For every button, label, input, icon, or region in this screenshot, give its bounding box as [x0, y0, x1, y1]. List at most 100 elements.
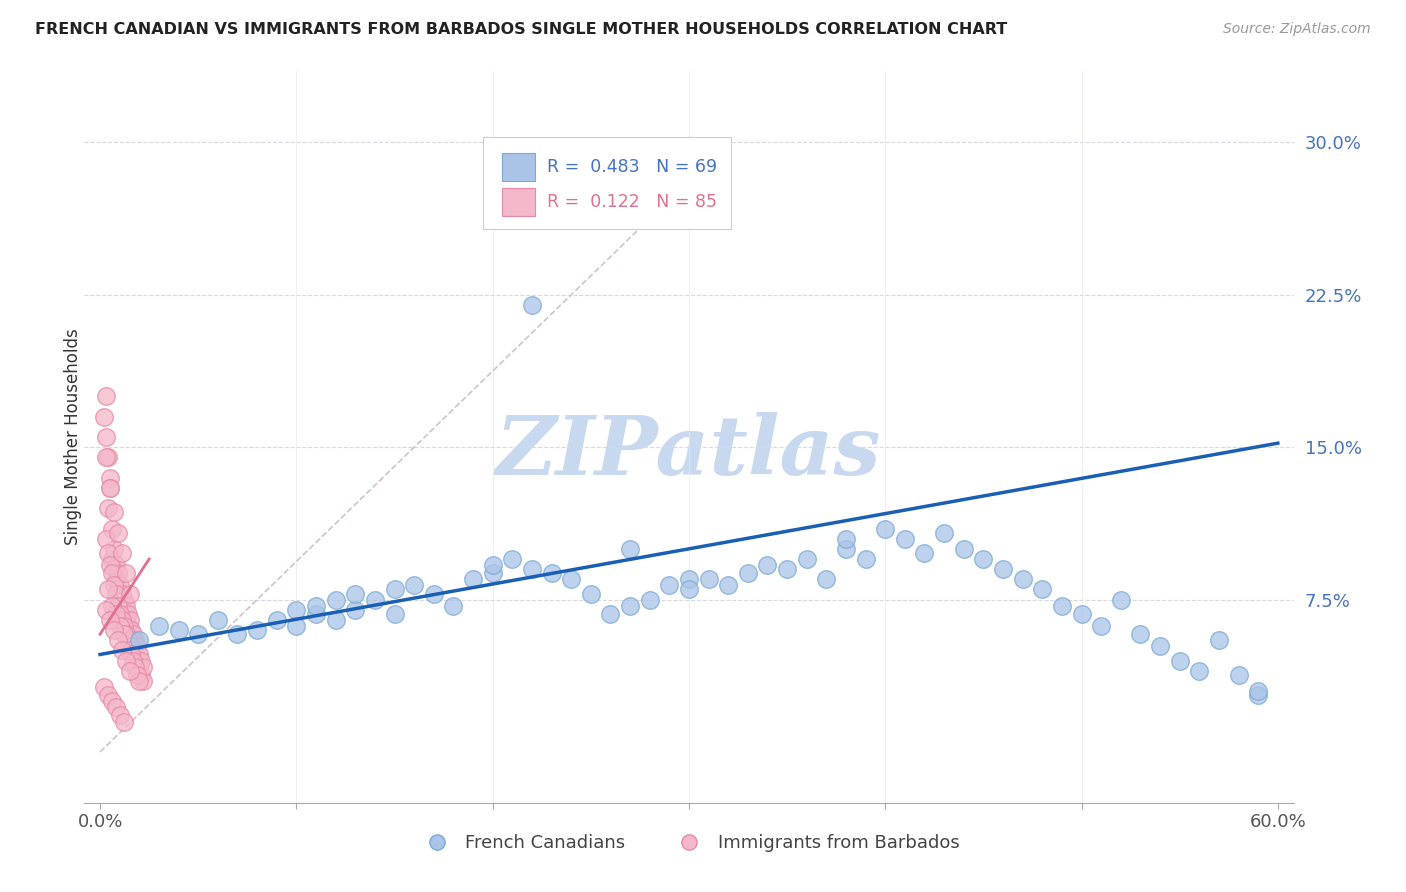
Text: ZIPatlas: ZIPatlas: [496, 412, 882, 491]
Point: [104, 558, 127, 573]
Point: [111, 643, 134, 657]
Point: [107, 633, 129, 648]
Point: [285, 619, 308, 633]
Point: [104, 572, 127, 586]
Point: [117, 607, 139, 621]
Point: [121, 633, 143, 648]
Point: [111, 586, 134, 600]
Point: [108, 607, 131, 621]
Point: [855, 552, 877, 566]
Point: [187, 627, 209, 641]
Point: [678, 582, 700, 597]
Text: Source: ZipAtlas.com: Source: ZipAtlas.com: [1223, 22, 1371, 37]
Point: [101, 599, 124, 613]
Point: [461, 572, 484, 586]
Point: [93, 409, 115, 424]
Point: [344, 603, 367, 617]
Point: [678, 572, 700, 586]
Text: R =  0.122   N = 85: R = 0.122 N = 85: [547, 194, 717, 211]
Point: [305, 607, 328, 621]
Point: [127, 667, 149, 682]
Point: [108, 578, 131, 592]
Point: [540, 566, 562, 581]
Point: [107, 566, 129, 581]
Point: [932, 525, 955, 540]
Point: [127, 640, 149, 654]
Point: [118, 627, 141, 641]
Point: [128, 659, 150, 673]
Point: [501, 552, 523, 566]
Point: [207, 613, 229, 627]
Point: [1208, 633, 1230, 648]
Y-axis label: Single Mother Households: Single Mother Households: [65, 329, 82, 545]
Point: [560, 572, 582, 586]
Point: [103, 562, 125, 576]
Point: [717, 578, 740, 592]
Point: [94, 532, 117, 546]
Point: [914, 546, 936, 560]
Point: [112, 714, 135, 729]
Point: [114, 654, 136, 668]
Point: [599, 607, 621, 621]
Point: [128, 633, 150, 648]
Point: [148, 619, 170, 633]
Point: [129, 667, 152, 682]
Point: [104, 607, 127, 621]
Point: [875, 521, 897, 535]
Point: [384, 582, 406, 597]
Point: [108, 592, 131, 607]
Point: [122, 640, 145, 654]
Point: [117, 619, 139, 633]
Point: [124, 659, 146, 673]
Point: [94, 603, 117, 617]
Point: [101, 694, 124, 708]
Point: [107, 525, 129, 540]
Point: [98, 558, 121, 573]
Point: [118, 664, 141, 678]
Point: [132, 659, 155, 673]
Point: [1109, 592, 1132, 607]
Point: [638, 592, 661, 607]
Point: [1050, 599, 1073, 613]
Point: [112, 627, 135, 641]
Point: [815, 572, 838, 586]
Bar: [502, 153, 536, 181]
Point: [1090, 619, 1112, 633]
Point: [579, 586, 602, 600]
Point: [384, 607, 406, 621]
Point: [98, 481, 121, 495]
Point: [97, 582, 120, 597]
Point: [835, 541, 858, 556]
Point: [97, 546, 120, 560]
Point: [124, 648, 146, 662]
Point: [325, 592, 347, 607]
Point: [98, 481, 121, 495]
Point: [266, 613, 288, 627]
Point: [112, 619, 135, 633]
Point: [128, 673, 150, 688]
Bar: [502, 188, 536, 216]
Point: [98, 613, 121, 627]
Point: [894, 532, 917, 546]
FancyBboxPatch shape: [484, 137, 731, 228]
Point: [112, 607, 135, 621]
Point: [344, 586, 367, 600]
Point: [619, 541, 641, 556]
Point: [114, 613, 136, 627]
Point: [94, 389, 117, 403]
Point: [1188, 664, 1211, 678]
Point: [118, 640, 141, 654]
Point: [101, 521, 124, 535]
Point: [122, 654, 145, 668]
Point: [111, 546, 134, 560]
Point: [93, 680, 115, 694]
Point: [132, 673, 155, 688]
Point: [103, 541, 125, 556]
Point: [112, 592, 135, 607]
Point: [118, 586, 141, 600]
Point: [108, 619, 131, 633]
Point: [1011, 572, 1033, 586]
Point: [364, 592, 387, 607]
Point: [108, 708, 131, 723]
Point: [1129, 627, 1152, 641]
